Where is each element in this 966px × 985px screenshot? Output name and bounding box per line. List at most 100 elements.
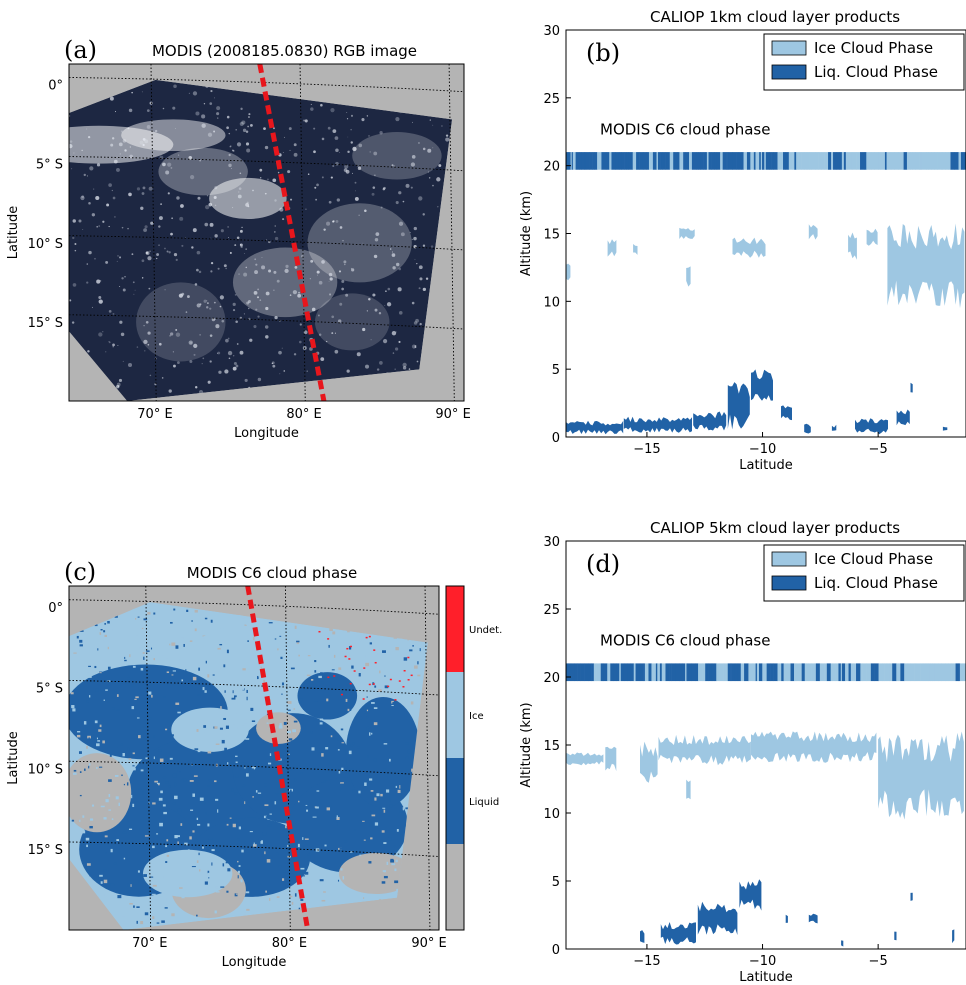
phase-speck <box>78 751 82 754</box>
phase-speck <box>292 665 296 667</box>
cloud-speck <box>411 154 416 159</box>
phase-speck <box>108 809 111 811</box>
cloud-speck <box>122 360 124 362</box>
phase-speck <box>138 686 141 690</box>
cloud-speck <box>350 267 352 269</box>
cloud-speck <box>120 332 125 337</box>
phase-speck <box>303 725 306 729</box>
cloud-speck <box>144 139 149 144</box>
cloud-speck <box>281 347 283 349</box>
colorbar-label: Ice <box>469 711 484 722</box>
cloud-speck <box>264 192 267 195</box>
phase-speck <box>347 708 350 712</box>
phase-speck <box>175 652 177 655</box>
phase-speck <box>316 790 320 792</box>
cloud-speck <box>129 146 131 148</box>
phase-speck <box>240 687 245 690</box>
cloud-speck <box>206 306 209 309</box>
phase-speck <box>141 627 144 630</box>
phase-speck <box>88 665 91 668</box>
cloud-speck <box>73 152 75 154</box>
strip-segment <box>679 152 684 170</box>
ice-cloud-layer <box>848 232 857 260</box>
phase-speck <box>368 732 371 736</box>
strip-segment <box>794 663 796 682</box>
phase-speck <box>103 869 107 872</box>
cloud-speck <box>210 89 213 93</box>
cloud-speck <box>422 213 425 216</box>
strip-segment <box>845 152 848 170</box>
cloud-speck <box>237 194 242 199</box>
cloud-speck <box>158 342 162 346</box>
strip-segment <box>567 663 572 682</box>
phase-speck <box>365 837 368 840</box>
phase-speck <box>226 863 229 866</box>
phase-speck <box>227 641 229 643</box>
strip-segment <box>691 152 697 170</box>
phase-speck <box>235 683 238 685</box>
phase-speck <box>289 671 293 673</box>
strip-segment <box>643 663 646 682</box>
cloud-speck <box>82 228 84 230</box>
phase-speck <box>97 826 99 828</box>
phase-speck <box>139 646 141 649</box>
cloud-speck <box>317 314 320 317</box>
phase-speck <box>122 831 127 834</box>
phase-speck <box>337 738 342 741</box>
phase-speck <box>222 628 224 631</box>
strip-segment <box>623 663 628 682</box>
y-axis-label: Latitude <box>6 206 21 260</box>
phase-speck <box>329 627 333 632</box>
phase-speck <box>294 625 297 629</box>
cloud-speck <box>441 125 443 127</box>
cloud-speck <box>264 325 269 329</box>
phase-speck <box>223 848 226 853</box>
strip-segment <box>574 663 578 682</box>
strip-segment <box>687 663 692 682</box>
cloud-speck <box>98 225 101 227</box>
strip-segment <box>843 152 847 170</box>
y-tick-label: 5 <box>552 875 560 890</box>
cloud-speck <box>98 332 103 337</box>
strip-segment <box>941 663 946 682</box>
phase-speck <box>118 802 120 806</box>
undetermined-speck <box>349 645 352 648</box>
phase-speck <box>257 676 259 679</box>
phase-speck <box>156 922 160 924</box>
strip-segment <box>785 152 790 170</box>
colorbar-frame <box>445 585 465 931</box>
longitude-line <box>424 585 431 931</box>
phase-speck <box>187 849 190 853</box>
phase-speck <box>165 781 169 784</box>
cloud-speck <box>197 196 201 200</box>
phase-speck <box>373 758 377 762</box>
phase-speck <box>281 682 285 686</box>
cloud-speck <box>432 124 434 126</box>
cloud-speck <box>238 273 240 275</box>
cloud-speck <box>418 142 420 144</box>
phase-speck <box>320 672 323 676</box>
strip-segment <box>915 152 920 170</box>
cloud-speck <box>445 137 450 142</box>
cloud-speck <box>321 137 325 141</box>
strip-segment <box>605 152 610 170</box>
phase-speck <box>249 844 253 847</box>
phase-speck <box>197 694 201 696</box>
phase-speck <box>154 780 158 783</box>
phase-speck <box>389 798 391 802</box>
phase-speck <box>242 668 246 671</box>
phase-speck <box>260 840 263 844</box>
phase-speck <box>343 855 346 857</box>
cloud-speck <box>409 231 411 233</box>
cloud-speck <box>292 290 298 295</box>
phase-speck <box>380 793 383 797</box>
phase-speck <box>202 635 206 637</box>
phase-speck <box>251 766 256 769</box>
strip-segment <box>920 152 922 170</box>
strip-segment <box>856 152 861 170</box>
phase-speck <box>417 661 419 665</box>
cloud-speck <box>412 121 413 123</box>
strip-segment <box>958 152 962 170</box>
cloud-speck <box>233 355 235 357</box>
